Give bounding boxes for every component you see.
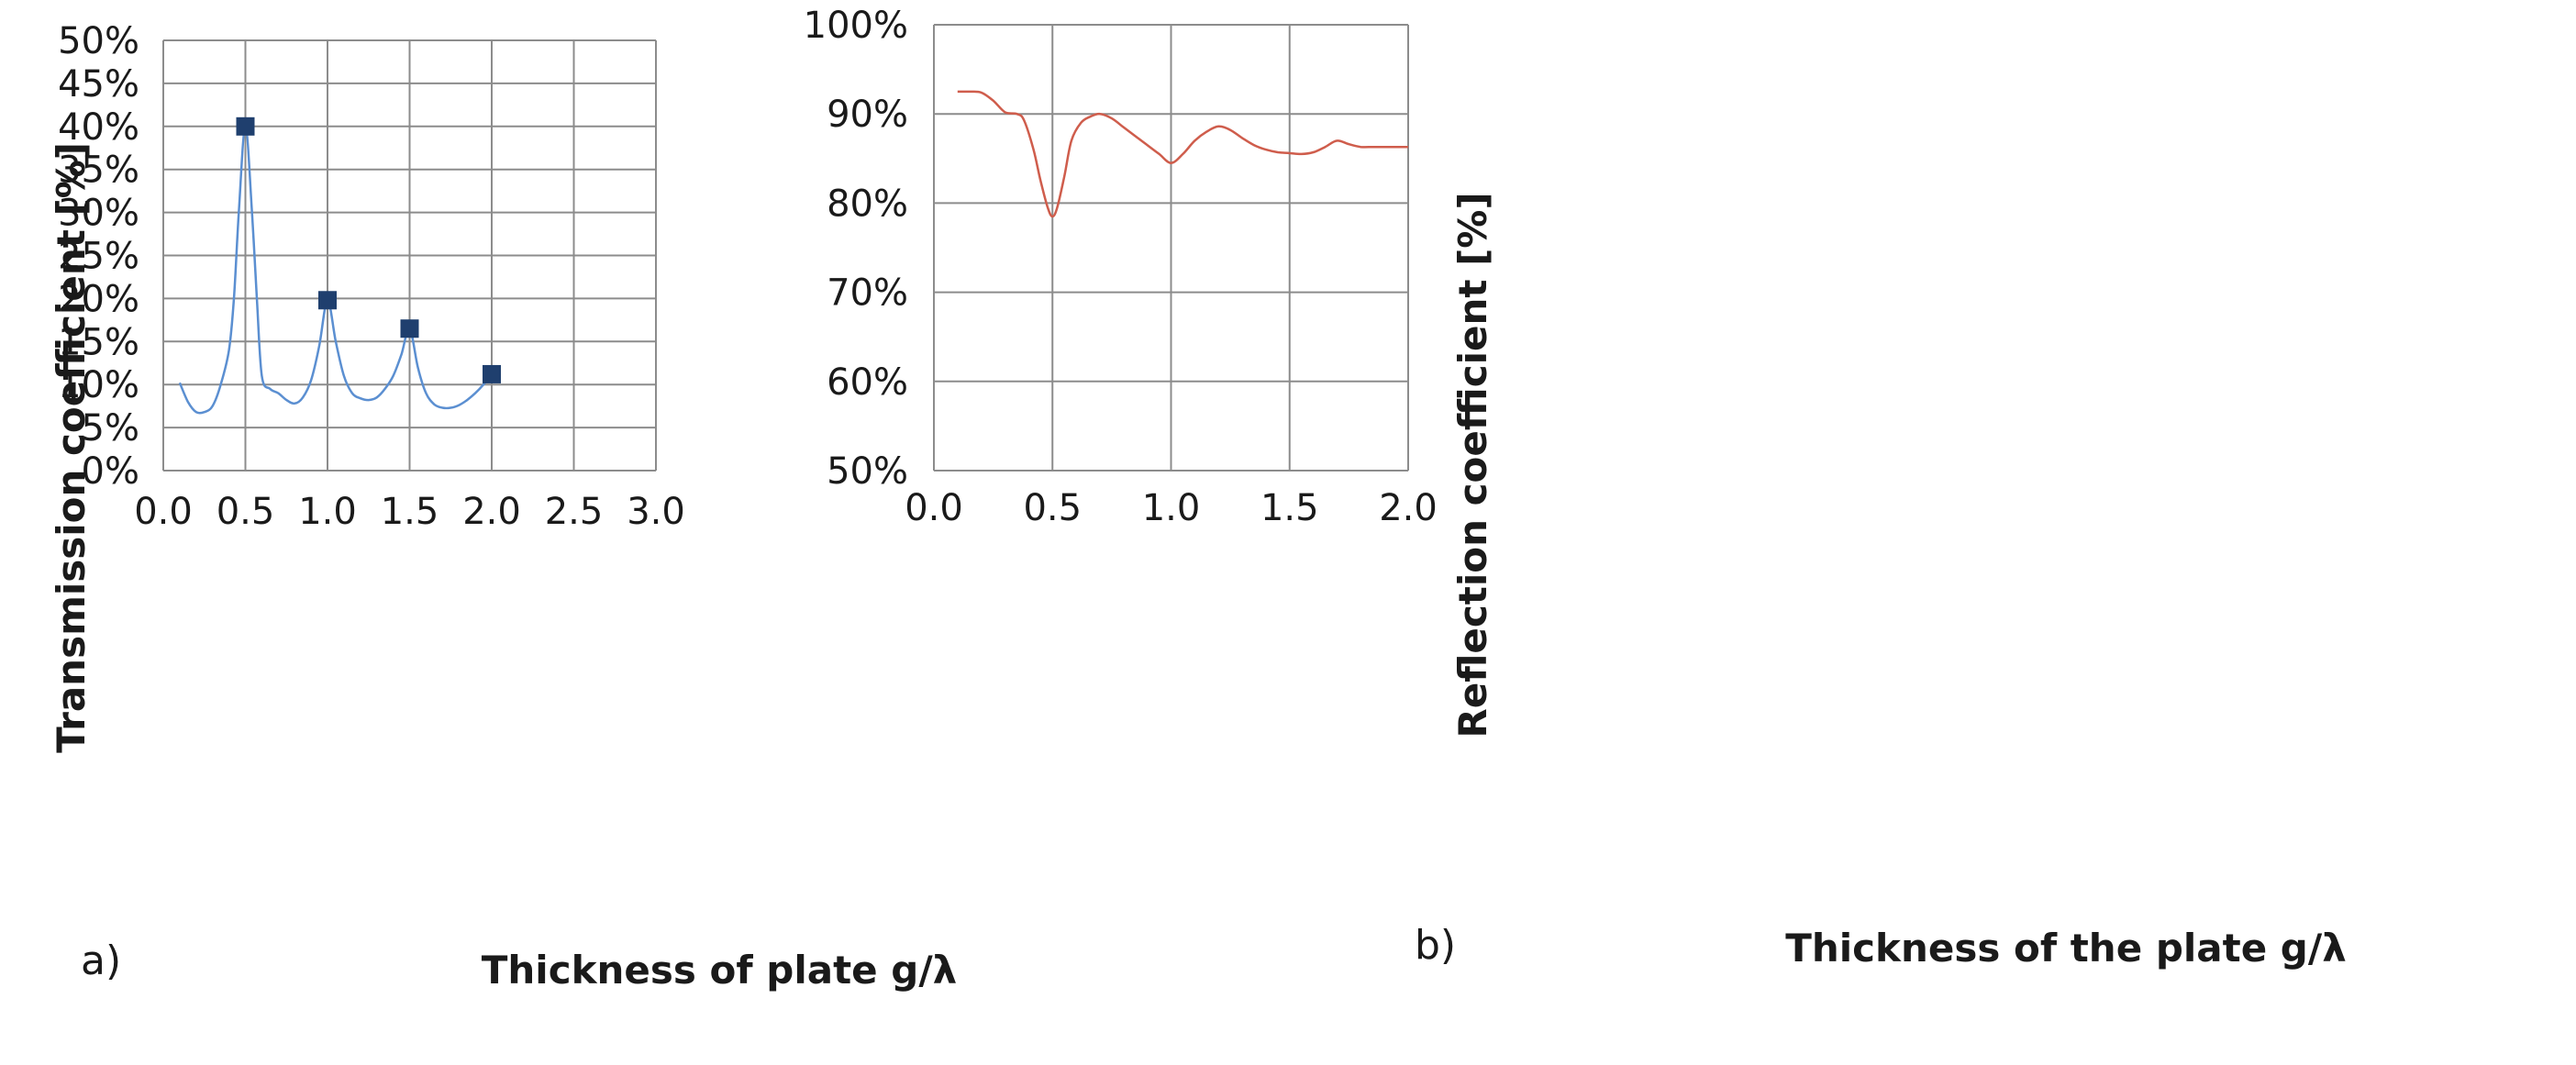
panel-label-a: a) [81,937,121,984]
reflection-grid [933,24,1409,471]
reflection-tick-labels: 0.0 0.5 1.0 1.5 2.0 50% 60% 70% 80% 90% 100% [804,5,1438,529]
transmission-series [178,116,501,415]
transmission-y-tick-label: 5% [82,407,139,449]
transmission-data-marker [318,291,337,310]
transmission-y-tick-label: 45% [58,63,139,105]
transmission-y-tick-label: 35% [58,150,139,192]
transmission-x-tick-label: 2.5 [545,491,604,533]
reflection-x-axis-title: Thickness of the plate g/λ [1785,926,2347,971]
transmission-y-axis-title: Transmission coefficient [%] [49,142,94,753]
transmission-y-tick-label: 30% [58,193,139,235]
transmission-y-tick-label: 25% [58,236,139,278]
transmission-x-tick-label: 2.0 [462,491,521,533]
panel-label-b: b) [1415,922,1456,969]
transmission-y-tick-label: 50% [58,20,139,62]
transmission-chart: 0.0 0.5 1.0 1.5 2.0 2.5 3.0 0%5%10%15%20%25%30%… [49,20,957,993]
transmission-tick-labels: 0.0 0.5 1.0 1.5 2.0 2.5 3.0 0%5%10%15%20%25%30%… [58,20,685,533]
reflection-y-tick-label: 100% [804,5,908,47]
reflection-y-tick-label: 70% [827,272,908,315]
transmission-x-tick-label: 1.0 [298,491,357,533]
reflection-y-tick-label: 50% [827,450,908,493]
transmission-y-tick-label: 20% [58,278,139,320]
transmission-y-tick-label: 10% [58,364,139,406]
transmission-data-marker [483,364,501,383]
reflection-x-tick-label: 2.0 [1379,487,1438,529]
reflection-y-tick-label: 80% [827,183,908,225]
transmission-y-tick-label: 0% [82,450,139,493]
transmission-data-marker [400,319,419,338]
transmission-y-tick-label: 15% [58,321,139,363]
transmission-series-line [178,125,493,415]
reflection-x-tick-label: 1.0 [1142,487,1201,529]
reflection-x-tick-label: 1.5 [1260,487,1319,529]
transmission-x-tick-label: 0.0 [134,491,193,533]
reflection-x-tick-label: 0.5 [1023,487,1082,529]
reflection-series [957,90,1408,218]
transmission-x-tick-label: 0.5 [217,491,275,533]
reflection-y-axis-title: Reflection coefficient [%] [1450,192,1495,738]
transmission-x-tick-label: 3.0 [627,491,685,533]
transmission-y-tick-label: 40% [58,106,139,149]
reflection-chart: 0.0 0.5 1.0 1.5 2.0 50% 60% 70% 80% 90% 100% Refle… [804,5,2347,971]
transmission-x-axis-title: Thickness of plate g/λ [482,948,958,993]
transmission-data-marker [236,116,255,136]
reflection-y-tick-label: 90% [827,94,908,136]
reflection-series-line [957,90,1408,218]
transmission-grid [162,39,657,471]
reflection-x-tick-label: 0.0 [905,487,963,529]
transmission-x-tick-label: 1.5 [381,491,439,533]
reflection-y-tick-label: 60% [827,361,908,404]
